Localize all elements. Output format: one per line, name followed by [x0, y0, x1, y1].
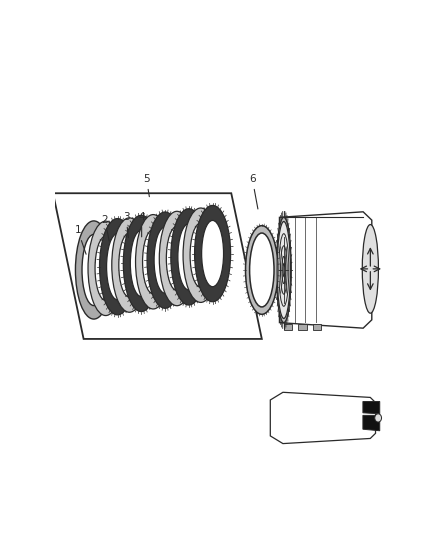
Ellipse shape [166, 227, 187, 290]
Ellipse shape [194, 205, 230, 302]
Ellipse shape [147, 212, 183, 308]
Ellipse shape [159, 211, 194, 306]
Polygon shape [298, 324, 307, 330]
Polygon shape [284, 324, 292, 330]
Text: 1: 1 [74, 225, 86, 254]
Text: 5: 5 [143, 174, 150, 197]
Text: 2: 2 [102, 215, 109, 241]
Circle shape [375, 414, 381, 422]
Ellipse shape [250, 233, 274, 307]
Ellipse shape [119, 233, 140, 297]
Ellipse shape [82, 235, 106, 305]
Ellipse shape [88, 221, 124, 316]
Ellipse shape [135, 215, 171, 309]
Text: 6: 6 [249, 174, 258, 209]
Ellipse shape [171, 209, 207, 305]
Ellipse shape [283, 264, 285, 276]
Ellipse shape [154, 227, 176, 293]
Ellipse shape [190, 223, 211, 287]
Ellipse shape [124, 215, 159, 312]
Ellipse shape [143, 230, 164, 294]
Ellipse shape [276, 217, 291, 322]
Polygon shape [313, 324, 321, 330]
Ellipse shape [183, 208, 219, 302]
Ellipse shape [75, 221, 112, 319]
Ellipse shape [201, 221, 223, 287]
Ellipse shape [99, 219, 135, 315]
Ellipse shape [362, 224, 378, 313]
Polygon shape [363, 415, 380, 431]
Ellipse shape [95, 236, 116, 301]
Polygon shape [363, 401, 380, 414]
Text: 4: 4 [138, 212, 145, 237]
Ellipse shape [246, 225, 278, 314]
Text: 3: 3 [123, 212, 129, 238]
Ellipse shape [277, 222, 290, 318]
Ellipse shape [106, 233, 128, 300]
Ellipse shape [178, 224, 200, 290]
Ellipse shape [112, 218, 147, 312]
Ellipse shape [131, 230, 152, 296]
